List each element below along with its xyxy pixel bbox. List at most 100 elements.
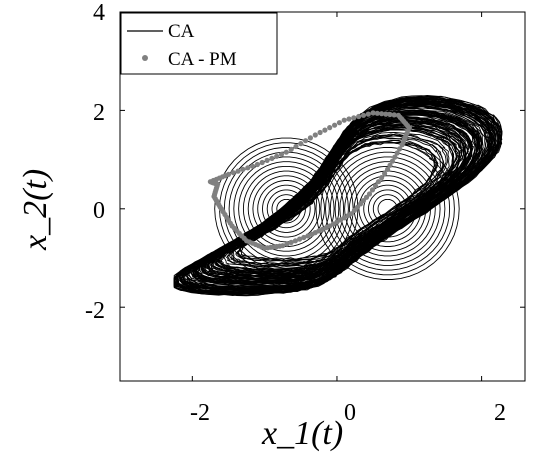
ca-trajectory-loop: [200, 115, 475, 281]
ca-pm-point: [280, 243, 286, 249]
ca-pm-point: [298, 141, 304, 147]
ca-trajectory-loop: [186, 106, 489, 289]
tick-label-x-0: 0: [344, 400, 356, 426]
ca-pm-point: [274, 153, 280, 159]
ca-spiral-1: [348, 170, 427, 247]
ca-spiral-0: [262, 184, 311, 233]
ca-pm-point: [292, 238, 298, 244]
x-axis-label: x_1(t): [261, 415, 343, 452]
ca-pm-point: [383, 111, 389, 117]
ca-pm-point: [346, 116, 352, 122]
ca-pm-point: [259, 159, 265, 166]
ca-pm-point: [387, 162, 393, 168]
ca-pm-point: [240, 166, 246, 172]
ca-pm-point: [288, 239, 294, 245]
ca-pm-series: [207, 110, 412, 251]
tick-label-y-neg2: -2: [85, 298, 105, 324]
ca-pm-point: [278, 151, 285, 157]
ca-pm-point: [264, 157, 270, 163]
ca-pm-point: [235, 168, 241, 174]
ca-trajectory-loop: [173, 95, 503, 297]
ca-spiral-1: [325, 147, 451, 271]
ca-pm-point: [245, 165, 251, 171]
ca-pm-point: [385, 166, 391, 172]
ca-spiral-1: [377, 198, 398, 219]
ca-pm-point: [369, 187, 376, 193]
ca-pm-point: [379, 111, 385, 117]
ca-pm-point: [250, 163, 256, 169]
ca-pm-point: [293, 143, 299, 150]
ca-pm-point: [391, 112, 397, 118]
ca-spiral-0: [238, 161, 335, 257]
ca-pm-point: [366, 191, 373, 197]
ca-trajectory-loop: [215, 126, 459, 273]
ca-pm-point: [379, 175, 385, 181]
ca-spiral-1: [339, 161, 436, 257]
legend-ca-pm-dot-icon: [142, 55, 148, 61]
ca-spiral-1: [315, 137, 460, 280]
ca-pm-point: [357, 201, 364, 207]
ca-spiral-0: [233, 156, 340, 262]
ca-spiral-0: [214, 137, 359, 280]
ca-pm-point: [284, 241, 290, 247]
ca-pm-point: [389, 158, 395, 164]
ca-pm-point: [395, 112, 401, 118]
ca-trajectory-loop: [235, 139, 438, 263]
tick-label-y-0: 0: [93, 198, 105, 224]
plot-frame: [119, 11, 526, 382]
legend-ca-label: CA: [168, 21, 195, 42]
ca-spiral-0: [228, 151, 345, 266]
ca-pm-point: [301, 234, 307, 241]
ca-pm-point: [288, 146, 294, 152]
ca-trajectory-loop: [205, 120, 470, 278]
legend-ca-pm-label: CA - PM: [168, 49, 237, 70]
ca-spiral-0: [242, 165, 330, 252]
ca-spiral-1: [334, 156, 441, 262]
ca-pm-point: [372, 183, 379, 189]
ca-pm-point: [387, 111, 393, 118]
ca-pm-point: [348, 211, 354, 217]
ca-pm-point: [341, 117, 347, 123]
tick-label-x-neg2: -2: [190, 400, 210, 426]
ca-spiral-0: [271, 194, 302, 224]
ca-pm-point: [254, 161, 260, 168]
ca-pm-point: [394, 150, 400, 156]
ca-trajectory-loop: [239, 142, 435, 260]
ca-pm-point: [360, 112, 367, 118]
ca-pm-point: [375, 179, 382, 185]
ca-pm-point: [365, 111, 371, 117]
ca-spiral-0: [276, 198, 297, 219]
ca-pm-point: [382, 170, 388, 177]
ca-spiral-1: [329, 151, 446, 266]
ca-pm-point: [392, 154, 398, 160]
ca-pm-point: [283, 149, 289, 155]
ca-pm-point: [356, 113, 362, 120]
ca-pm-point: [351, 207, 357, 213]
ca-spiral-0: [223, 147, 349, 271]
ca-pm-point: [336, 120, 342, 126]
ca-spiral-1: [344, 165, 431, 252]
ca-spiral-0: [266, 189, 306, 229]
ca-pm-point: [230, 170, 236, 176]
ca-pm-point: [297, 236, 303, 242]
ca-pm-point: [303, 138, 309, 144]
ca-spiral-0: [247, 170, 325, 247]
ca-pm-point: [269, 155, 275, 161]
ca-pm-point: [374, 110, 380, 116]
ca-pm-point: [354, 204, 361, 210]
ca-trajectory-loop: [222, 132, 450, 269]
ca-spiral-1: [372, 194, 403, 224]
ca-spiral-1: [363, 184, 412, 233]
ca-pm-point: [363, 194, 370, 200]
ca-trajectory-loop: [211, 124, 463, 274]
ca-pm-point: [213, 181, 219, 187]
ca-pm-point: [360, 198, 367, 204]
legend: CA CA - PM: [120, 12, 278, 75]
ca-pm-point: [307, 135, 313, 141]
ca-spiral-0: [257, 180, 316, 238]
ca-pm-point: [322, 127, 328, 133]
ca-pm-point: [370, 110, 376, 116]
tick-label-y-2: 2: [93, 100, 105, 126]
tick-label-y-4: 4: [93, 0, 105, 26]
